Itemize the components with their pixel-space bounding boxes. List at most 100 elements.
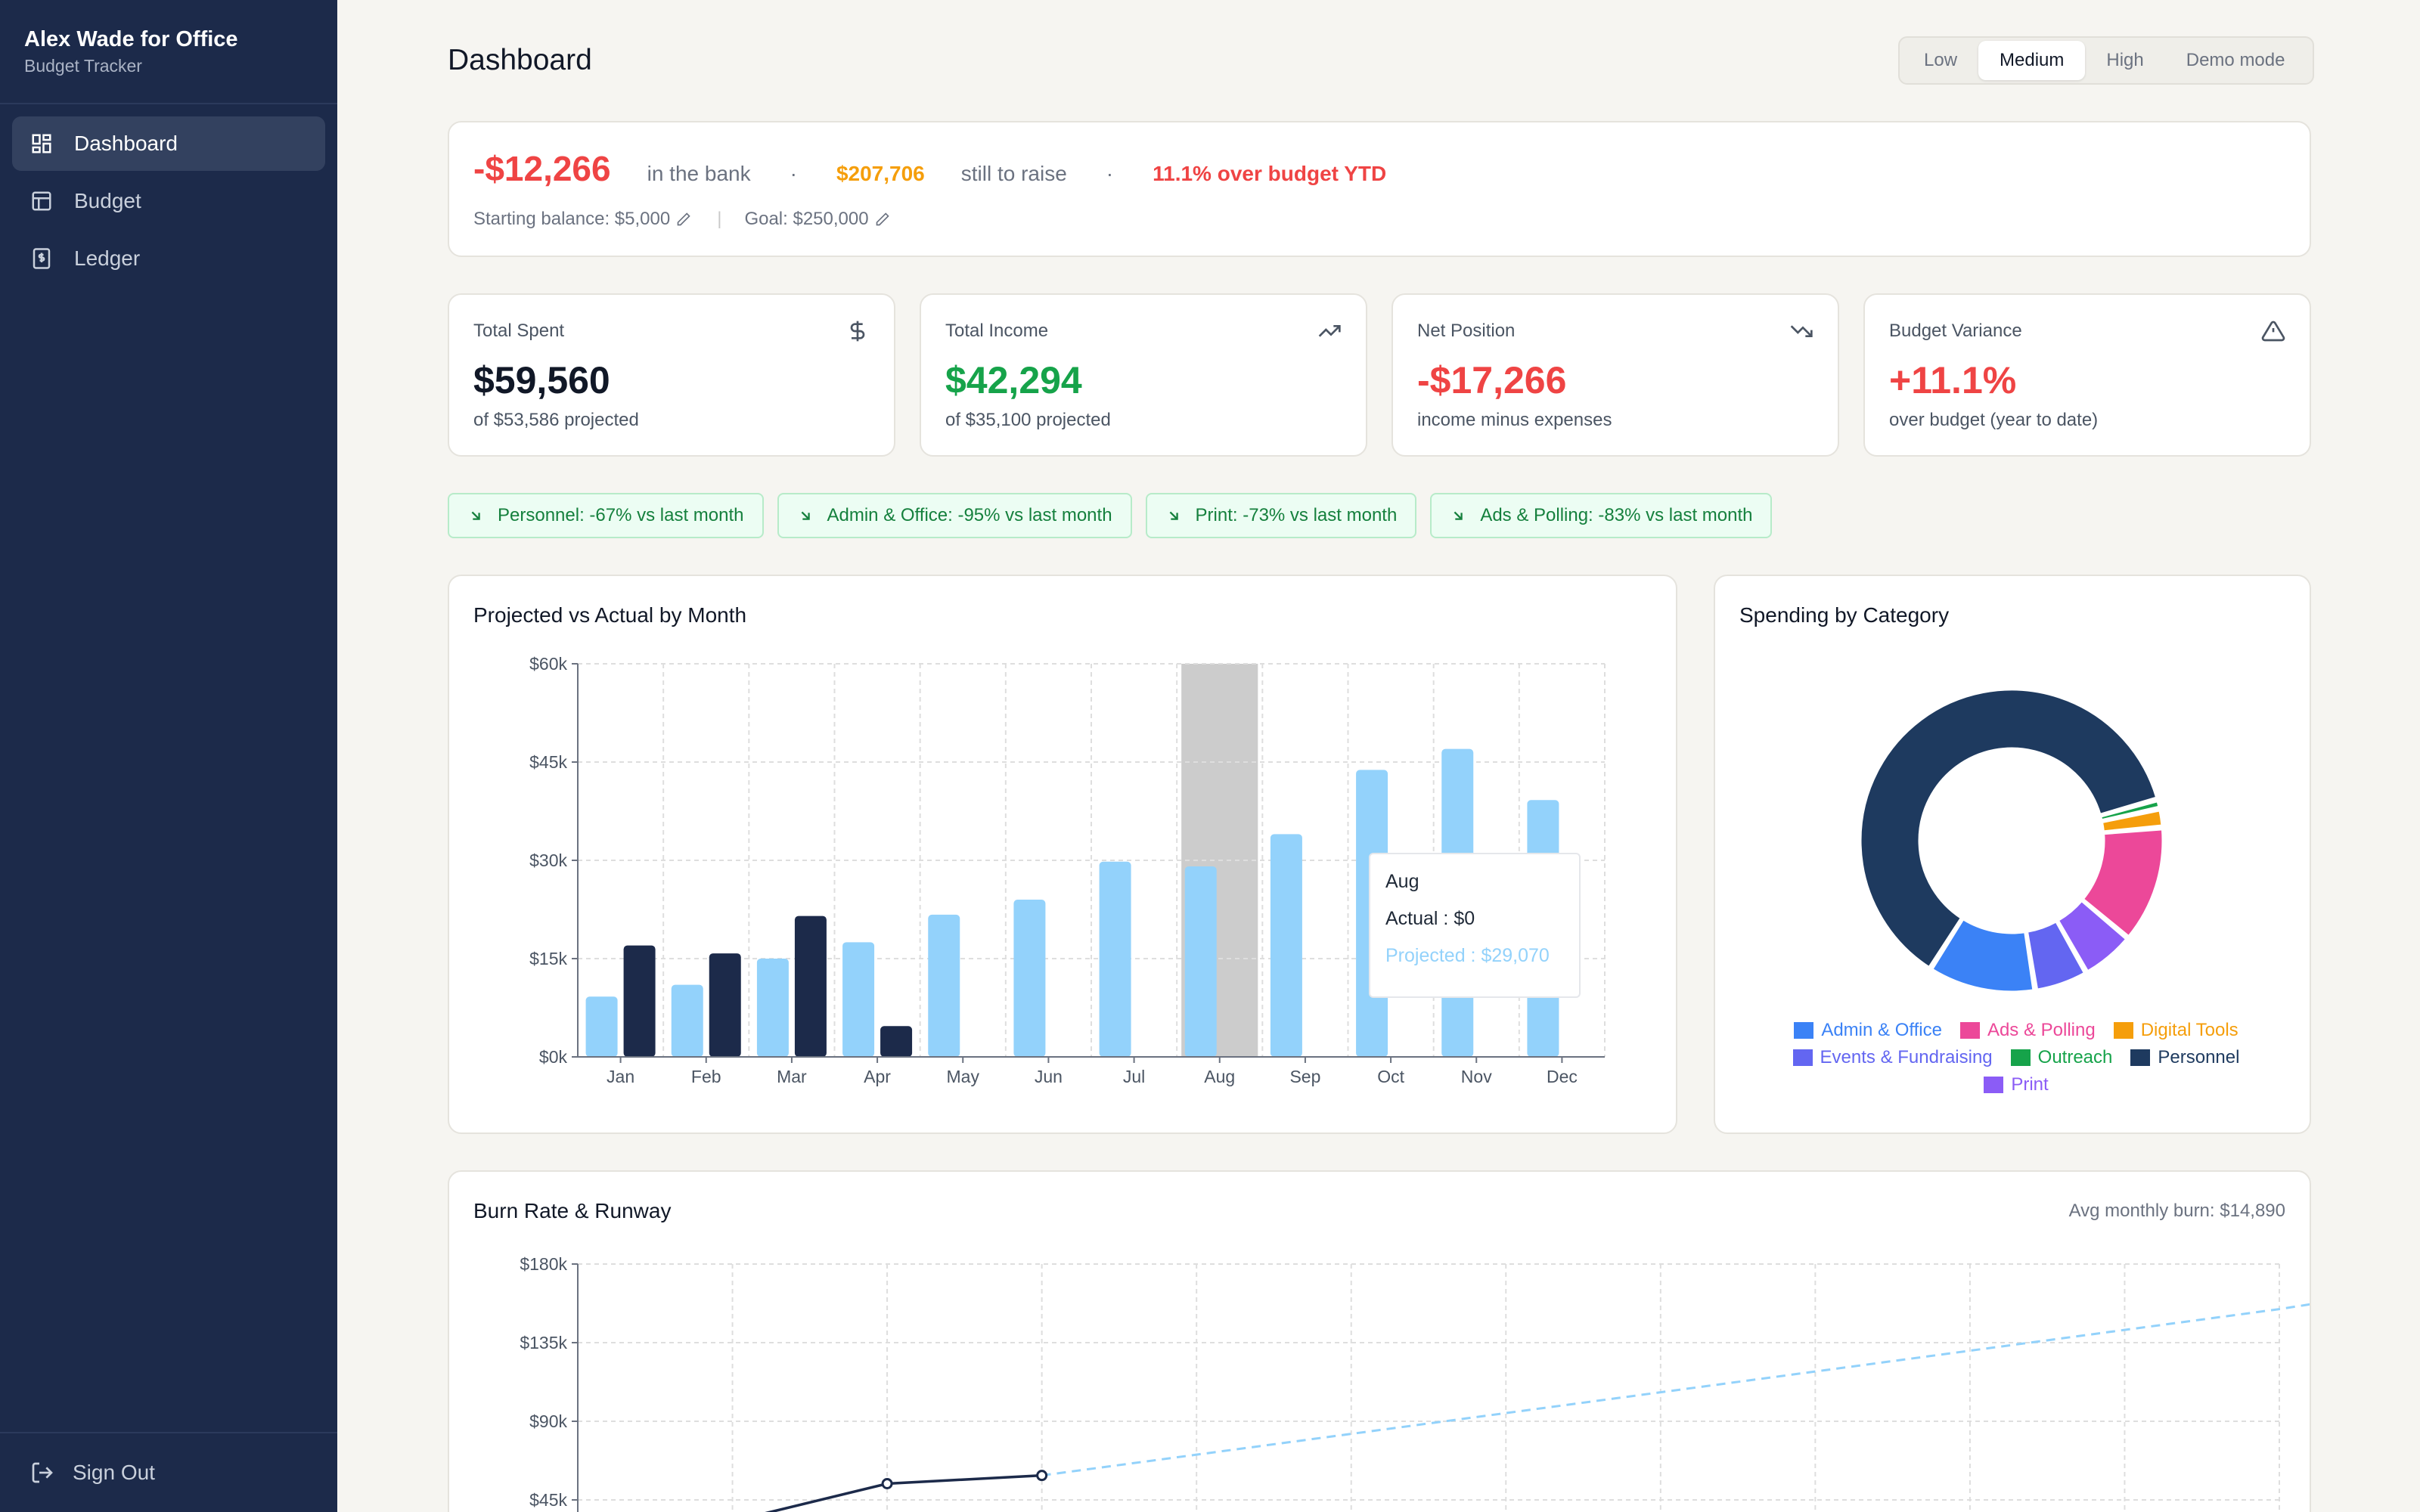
bar-actual [880,1026,913,1057]
bar-actual [709,953,741,1057]
bar-projected [671,984,703,1057]
legend-label: Ads & Polling [1987,1020,2096,1040]
bar-projected [1184,866,1217,1057]
arrow-down-right-icon [1454,511,1463,520]
bar-chart[interactable]: $0k $15k $30k $45k $60k Jan Feb Mar Apr May Jun Jul… [449,576,1676,1132]
donut-slice [2100,809,2164,833]
stat-value: $42,294 [945,359,1082,401]
arrow-down-right-icon [1169,511,1178,520]
x-tick-label: Oct [1377,1067,1404,1086]
sidebar-item-dashboard[interactable]: Dashboard [12,116,325,171]
x-tick-label: Apr [864,1067,891,1086]
arrow-down-right-icon [801,511,810,520]
y-tick-label: $180k [520,1254,567,1274]
chart-title: Burn Rate & Runway [473,1199,672,1222]
bar-projected [928,914,960,1057]
legend-item[interactable]: Print [1984,1074,2049,1095]
actual-point [881,1478,893,1490]
donut-slice [2099,799,2161,822]
stat-value: $59,560 [473,359,610,401]
mode-low-button[interactable]: Low [1924,50,1958,70]
stat-sub: of $35,100 projected [945,410,1111,430]
x-tick-label: Jan [607,1067,634,1086]
receipt-icon [33,248,51,269]
legend-item[interactable]: Admin & Office [1794,1020,1942,1040]
bar-actual [623,945,656,1057]
brand: Alex Wade for Office Budget Tracker [0,0,337,104]
donut-slice [1859,688,2158,969]
change-chip[interactable]: Personnel: -67% vs last month [448,493,764,538]
bank-summary-card: -$12,266 in the bank · $207,706 still to… [448,121,2311,257]
donut-slice [2025,919,2086,991]
change-chip[interactable]: Print: -73% vs last month [1145,493,1417,538]
x-tick-label: Nov [1461,1067,1492,1086]
mode-demo-button[interactable]: Demo mode [2186,50,2285,70]
legend-item[interactable]: Events & Fundraising [1792,1047,1993,1067]
legend-label: Print [2011,1074,2049,1095]
chip-label: Admin & Office: -95% vs last month [827,505,1112,525]
actual-line [765,1473,1042,1512]
chip-label: Ads & Polling: -83% vs last month [1480,505,1753,525]
mode-medium-button[interactable]: Medium [1978,41,2086,80]
sidebar-item-label: Ledger [74,246,141,270]
separator-dot: · [1106,162,1114,185]
goal: Goal: $250,000 [744,209,869,229]
x-tick-label: Jul [1123,1067,1145,1086]
avg-monthly-burn: Avg monthly burn: $14,890 [2068,1201,2285,1221]
sidebar-item-label: Dashboard [74,132,178,155]
stat-sub: income minus expenses [1417,410,1612,430]
legend-swatch [1794,1022,1814,1039]
stat-label: Total Income [945,321,1049,341]
y-tick-label: $90k [529,1411,567,1431]
legend-label: Digital Tools [2140,1020,2238,1040]
legend-swatch [1792,1049,1813,1066]
bank-balance: -$12,266 [473,149,611,188]
legend-item[interactable]: Personnel [2130,1047,2239,1067]
stat-card-total-income: Total Income $42,294 of $35,100 projecte… [920,293,1367,457]
bar-projected [756,959,789,1057]
spending-by-category-card: Spending by Category Admin & Office Ads &… [1714,575,2311,1134]
trending-up-icon [1318,325,1341,337]
y-tick-label: $30k [529,850,567,870]
legend-swatch [1959,1022,1980,1039]
burn-rate-card: Burn Rate & Runway Avg monthly burn: $14… [448,1170,2311,1512]
stat-card-budget-variance: Budget Variance +11.1% over budget (year… [1863,293,2311,457]
donut-slice [1930,917,2035,993]
chip-label: Personnel: -67% vs last month [498,505,744,525]
legend-item[interactable]: Digital Tools [2113,1020,2238,1040]
bar-projected [1270,834,1302,1057]
bar-projected [842,942,875,1057]
stat-label: Net Position [1417,321,1516,341]
sidebar-nav: Dashboard Budget Ledger [0,104,337,301]
arrow-down-right-icon [471,511,480,520]
y-tick-label: $45k [529,1490,567,1510]
donut-chart[interactable] [1715,576,2310,1132]
separator-dot: · [790,162,797,185]
bar-projected [585,996,618,1057]
legend-item[interactable]: Ads & Polling [1959,1020,2096,1040]
sidebar: Alex Wade for Office Budget Tracker Dash… [0,0,337,1512]
change-chip[interactable]: Ads & Polling: -83% vs last month [1430,493,1773,538]
chart-title: Spending by Category [1739,603,1950,627]
y-tick-label: $15k [529,949,567,968]
tooltip-title: Aug [1385,871,1419,892]
bar-actual [794,916,827,1057]
actual-point [1036,1470,1048,1482]
mode-high-button[interactable]: High [2106,50,2144,70]
divider: | [717,209,722,229]
sign-out-button[interactable]: Sign Out [0,1432,337,1512]
sidebar-item-budget[interactable]: Budget [12,174,325,228]
legend-item[interactable]: Outreach [2010,1047,2112,1067]
bank-balance-label: in the bank [647,162,751,185]
starting-balance: Starting balance: $5,000 [473,209,671,229]
chip-label: Print: -73% vs last month [1195,505,1398,525]
edit-starting-balance-icon[interactable] [676,212,691,227]
edit-goal-icon[interactable] [875,212,890,227]
y-tick-label: $60k [529,654,567,674]
sidebar-item-ledger[interactable]: Ledger [12,231,325,286]
burn-line-chart[interactable]: $45k $90k $135k $180k [449,1172,2310,1512]
stat-card-total-spent: Total Spent $59,560 of $53,586 projected [448,293,895,457]
x-tick-label: May [947,1067,980,1086]
change-chip[interactable]: Admin & Office: -95% vs last month [777,493,1132,538]
bar-projected [1099,861,1131,1057]
